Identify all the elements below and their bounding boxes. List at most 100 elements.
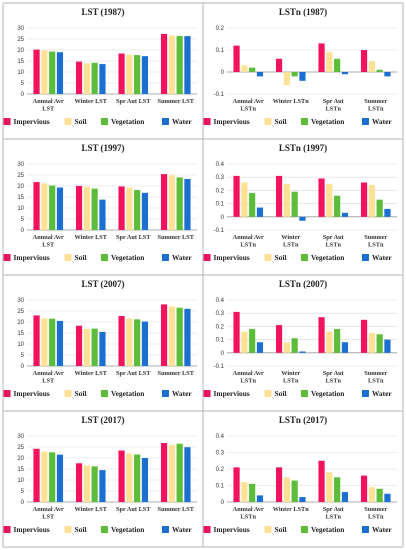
bar-soil (41, 183, 48, 230)
y-tick-label: 0 (21, 92, 25, 98)
bar-water (256, 207, 264, 217)
y-tick-label: 0.4 (216, 162, 225, 168)
bar-soil (83, 328, 90, 366)
legend-label: Impervious (214, 253, 250, 262)
legend-label: Soil (75, 525, 87, 534)
bar-soil (41, 50, 48, 94)
bar-impervious (118, 53, 125, 94)
legend-swatch-soil (64, 254, 72, 261)
y-tick-label: 0.3 (216, 175, 225, 181)
bar-soil (241, 482, 248, 502)
y-tick-label: 0.2 (216, 188, 225, 194)
bar-water (141, 192, 149, 230)
x-category-label: LSTn (326, 514, 342, 521)
bar-impervious (33, 182, 40, 230)
y-tick-label: 0.1 (216, 202, 225, 208)
x-category-label: Winter LST (75, 98, 108, 105)
bar-vegetation (291, 191, 298, 217)
bar-impervious (75, 463, 83, 502)
bar-impervious (118, 450, 125, 502)
y-tick-label: 5 (21, 489, 25, 495)
bar-vegetation (249, 193, 256, 217)
x-category-label: Annual Avr (33, 234, 64, 241)
bar-impervious (318, 43, 325, 72)
bar-impervious (75, 325, 83, 366)
x-category-label: Summer LST (158, 98, 195, 105)
bar-water (184, 36, 191, 94)
y-tick-label: -0.1 (214, 92, 225, 98)
bar-water (299, 497, 306, 502)
y-tick-label: 20 (17, 48, 24, 54)
bar-soil (326, 52, 333, 72)
bar-vegetation (176, 443, 183, 502)
y-tick-label: 15 (17, 59, 24, 65)
legend-label: Water (372, 253, 392, 262)
x-category-label: Summer (364, 370, 387, 377)
bar-vegetation (334, 58, 341, 72)
x-category-label: Annual Avr (233, 234, 264, 241)
legend-swatch-impervious (203, 526, 211, 533)
bar-water (141, 321, 149, 366)
bar-impervious (318, 178, 325, 217)
bar-vegetation (334, 477, 341, 502)
chart-lst-1997: LST (1997) 0 5 10 15 20 25 30 Annual Avr LST Winte… (3, 139, 203, 275)
bar-vegetation (376, 488, 383, 502)
chart-lstn-2017: LSTn (2017) 0 0.1 0.2 0.3 0.4 Annual Avr LSTn Wi… (203, 411, 403, 547)
y-tick-label: 5 (21, 81, 25, 87)
bar-impervious (360, 50, 368, 72)
x-category-label: LSTn (326, 242, 342, 249)
x-category-label: Winter LST (75, 234, 108, 241)
x-category-label: Winter LST (75, 506, 108, 513)
x-category-label: LSTn (241, 106, 257, 113)
y-tick-label: 5 (21, 353, 25, 359)
bar-soil (41, 451, 48, 502)
y-tick-label: 30 (17, 434, 24, 440)
bar-impervious (233, 45, 240, 72)
legend-label: Soil (275, 389, 287, 398)
bar-vegetation (91, 188, 98, 230)
legend-swatch-impervious (203, 118, 211, 125)
y-tick-label: 20 (17, 320, 24, 326)
bar-vegetation (91, 62, 98, 94)
y-tick-label: 0.3 (216, 451, 225, 457)
bar-soil (368, 185, 375, 217)
bar-soil (126, 54, 133, 94)
bar-impervious (275, 58, 283, 72)
x-category-label: Spr Aut (323, 234, 345, 241)
chart-title: LSTn (1987) (279, 7, 327, 17)
y-tick-label: 20 (17, 184, 24, 190)
bar-vegetation (249, 67, 256, 72)
legend-label: Vegetation (111, 525, 144, 534)
x-category-label: Spr Aut LST (116, 98, 151, 105)
bar-soil (126, 187, 133, 230)
legend-label: Water (372, 117, 392, 126)
y-tick-label: 10 (17, 70, 24, 76)
bar-water (384, 208, 391, 217)
bar-soil (168, 306, 175, 366)
legend-label: Vegetation (111, 117, 144, 126)
chart-lst-2017: LST (2017) 0 5 10 15 20 25 30 Annual Avr LST Winte… (3, 411, 203, 547)
x-category-label: LSTn (241, 514, 257, 521)
x-category-label: Spr Aut LST (116, 506, 151, 513)
bar-water (256, 495, 264, 502)
legend-label: Impervious (14, 253, 50, 262)
bar-water (184, 178, 191, 230)
bar-soil (283, 183, 290, 217)
legend-swatch-impervious (3, 254, 11, 261)
bar-water (341, 212, 349, 217)
bar-water (256, 72, 264, 77)
bar-vegetation (334, 195, 341, 217)
y-tick-label: 0.4 (216, 298, 225, 304)
legend-label: Soil (275, 117, 287, 126)
bar-soil (83, 186, 90, 230)
legend-swatch-water (361, 390, 369, 397)
legend-swatch-water (361, 526, 369, 533)
legend-label: Impervious (14, 117, 50, 126)
x-category-label: LST (42, 378, 55, 385)
x-category-label: Summer LST (158, 370, 195, 377)
bar-impervious (360, 475, 368, 502)
x-category-label: LSTn (241, 378, 257, 385)
